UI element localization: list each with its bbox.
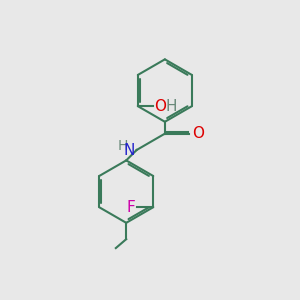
Text: H: H: [118, 139, 128, 152]
Text: F: F: [127, 200, 135, 215]
Text: H: H: [166, 99, 177, 114]
Text: O: O: [154, 99, 166, 114]
Text: O: O: [192, 126, 204, 141]
Text: N: N: [124, 142, 135, 158]
